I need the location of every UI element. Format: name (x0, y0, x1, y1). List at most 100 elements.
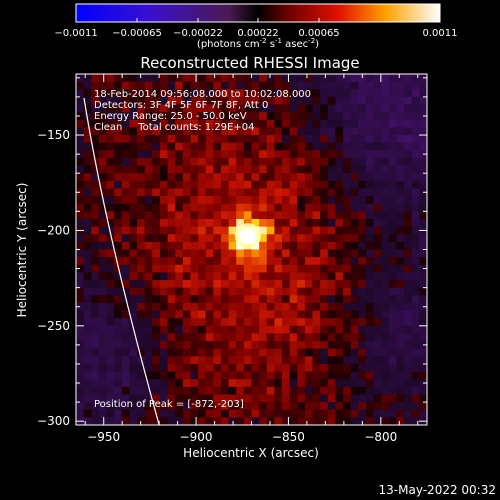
heatmap-cell (137, 310, 146, 319)
heatmap-cell (167, 287, 176, 296)
heatmap-cell (182, 280, 192, 289)
heatmap-cell (350, 173, 359, 182)
heatmap-cell (282, 272, 291, 281)
heatmap-cell (297, 142, 306, 151)
heatmap-cell (236, 165, 245, 174)
heatmap-cell (159, 196, 169, 205)
heatmap-cell (76, 302, 85, 312)
heatmap-cell (411, 402, 420, 411)
heatmap-cell (220, 74, 230, 83)
heatmap-cell (419, 203, 427, 212)
heatmap-cell (259, 74, 268, 83)
heatmap-cell (358, 363, 367, 373)
heatmap-cell (396, 280, 405, 289)
heatmap-cell (175, 112, 184, 121)
heatmap-cell (236, 386, 245, 396)
heatmap-cell (411, 280, 420, 289)
heatmap-cell (312, 104, 321, 113)
heatmap-cell (304, 318, 314, 327)
heatmap-cell (388, 272, 398, 281)
heatmap-cell (121, 287, 131, 296)
heatmap-cell (289, 249, 298, 258)
heatmap-cell (320, 280, 329, 289)
heatmap-cell (83, 241, 92, 251)
heatmap-cell (274, 104, 283, 113)
heatmap-cell (381, 112, 390, 121)
heatmap-cell (213, 165, 222, 174)
heatmap-cell (236, 371, 245, 380)
heatmap-cell (205, 74, 214, 83)
heatmap-cell (83, 180, 92, 190)
heatmap-cell (167, 127, 176, 136)
heatmap-cell (343, 165, 352, 174)
heatmap-cell (76, 89, 85, 98)
heatmap-cell (343, 119, 352, 129)
heatmap-cell (190, 165, 199, 174)
heatmap-cell (98, 287, 108, 296)
heatmap-cell (220, 218, 230, 228)
heatmap-cell (411, 234, 420, 243)
heatmap-cell (220, 203, 230, 212)
heatmap-cell (76, 379, 85, 388)
heatmap-cell (144, 402, 153, 411)
heatmap-cell (282, 89, 291, 98)
heatmap-cell (228, 379, 237, 388)
heatmap-cell (274, 333, 283, 342)
heatmap-cell (404, 348, 413, 357)
heatmap-cell (419, 257, 427, 266)
heatmap-cell (396, 386, 405, 396)
heatmap-cell (388, 257, 398, 266)
heatmap-cell (335, 318, 344, 327)
heatmap-cell (98, 89, 108, 98)
heatmap-cell (282, 211, 291, 220)
heatmap-cell (251, 135, 260, 144)
heatmap-cell (343, 234, 352, 243)
heatmap-cell (350, 89, 359, 98)
heatmap-cell (343, 127, 352, 136)
heatmap-cell (304, 150, 314, 159)
heatmap-cell (335, 341, 344, 350)
heatmap-cell (274, 196, 283, 205)
heatmap-cell (98, 409, 108, 418)
heatmap-cell (419, 157, 427, 167)
heatmap-cell (282, 295, 291, 304)
heatmap-cell (297, 226, 306, 235)
heatmap-cell (251, 386, 260, 396)
heatmap-cell (365, 371, 375, 380)
heatmap-cell (335, 203, 344, 212)
heatmap-cell (106, 211, 115, 220)
heatmap-cell (159, 81, 169, 90)
heatmap-cell (144, 173, 153, 182)
heatmap-cell (297, 325, 306, 335)
heatmap-cell (243, 74, 253, 83)
heatmap-cell (129, 180, 138, 190)
heatmap-cell (350, 402, 359, 411)
heatmap-cell (106, 280, 115, 289)
heatmap-cell (335, 211, 344, 220)
heatmap-cell (289, 257, 298, 266)
heatmap-cell (243, 173, 253, 182)
heatmap-cell (182, 257, 192, 266)
heatmap-cell (76, 325, 85, 335)
heatmap-cell (343, 295, 352, 304)
heatmap-cell (327, 180, 337, 190)
heatmap-cell (83, 74, 92, 83)
heatmap-cell (266, 211, 275, 220)
heatmap-cell (121, 402, 131, 411)
heatmap-cell (381, 409, 390, 418)
heatmap-cell (266, 280, 275, 289)
heatmap-cell (137, 280, 146, 289)
heatmap-cell (266, 188, 275, 197)
heatmap-cell (365, 96, 375, 106)
heatmap-cell (175, 104, 184, 113)
heatmap-cell (297, 264, 306, 273)
heatmap-cell (190, 386, 199, 396)
heatmap-cell (266, 417, 275, 425)
heatmap-cell (76, 218, 85, 228)
heatmap-cell (289, 295, 298, 304)
heatmap-cell (198, 272, 207, 281)
heatmap-cell (175, 241, 184, 251)
heatmap-cell (198, 325, 207, 335)
heatmap-cell (129, 379, 138, 388)
heatmap-cell (358, 142, 367, 151)
